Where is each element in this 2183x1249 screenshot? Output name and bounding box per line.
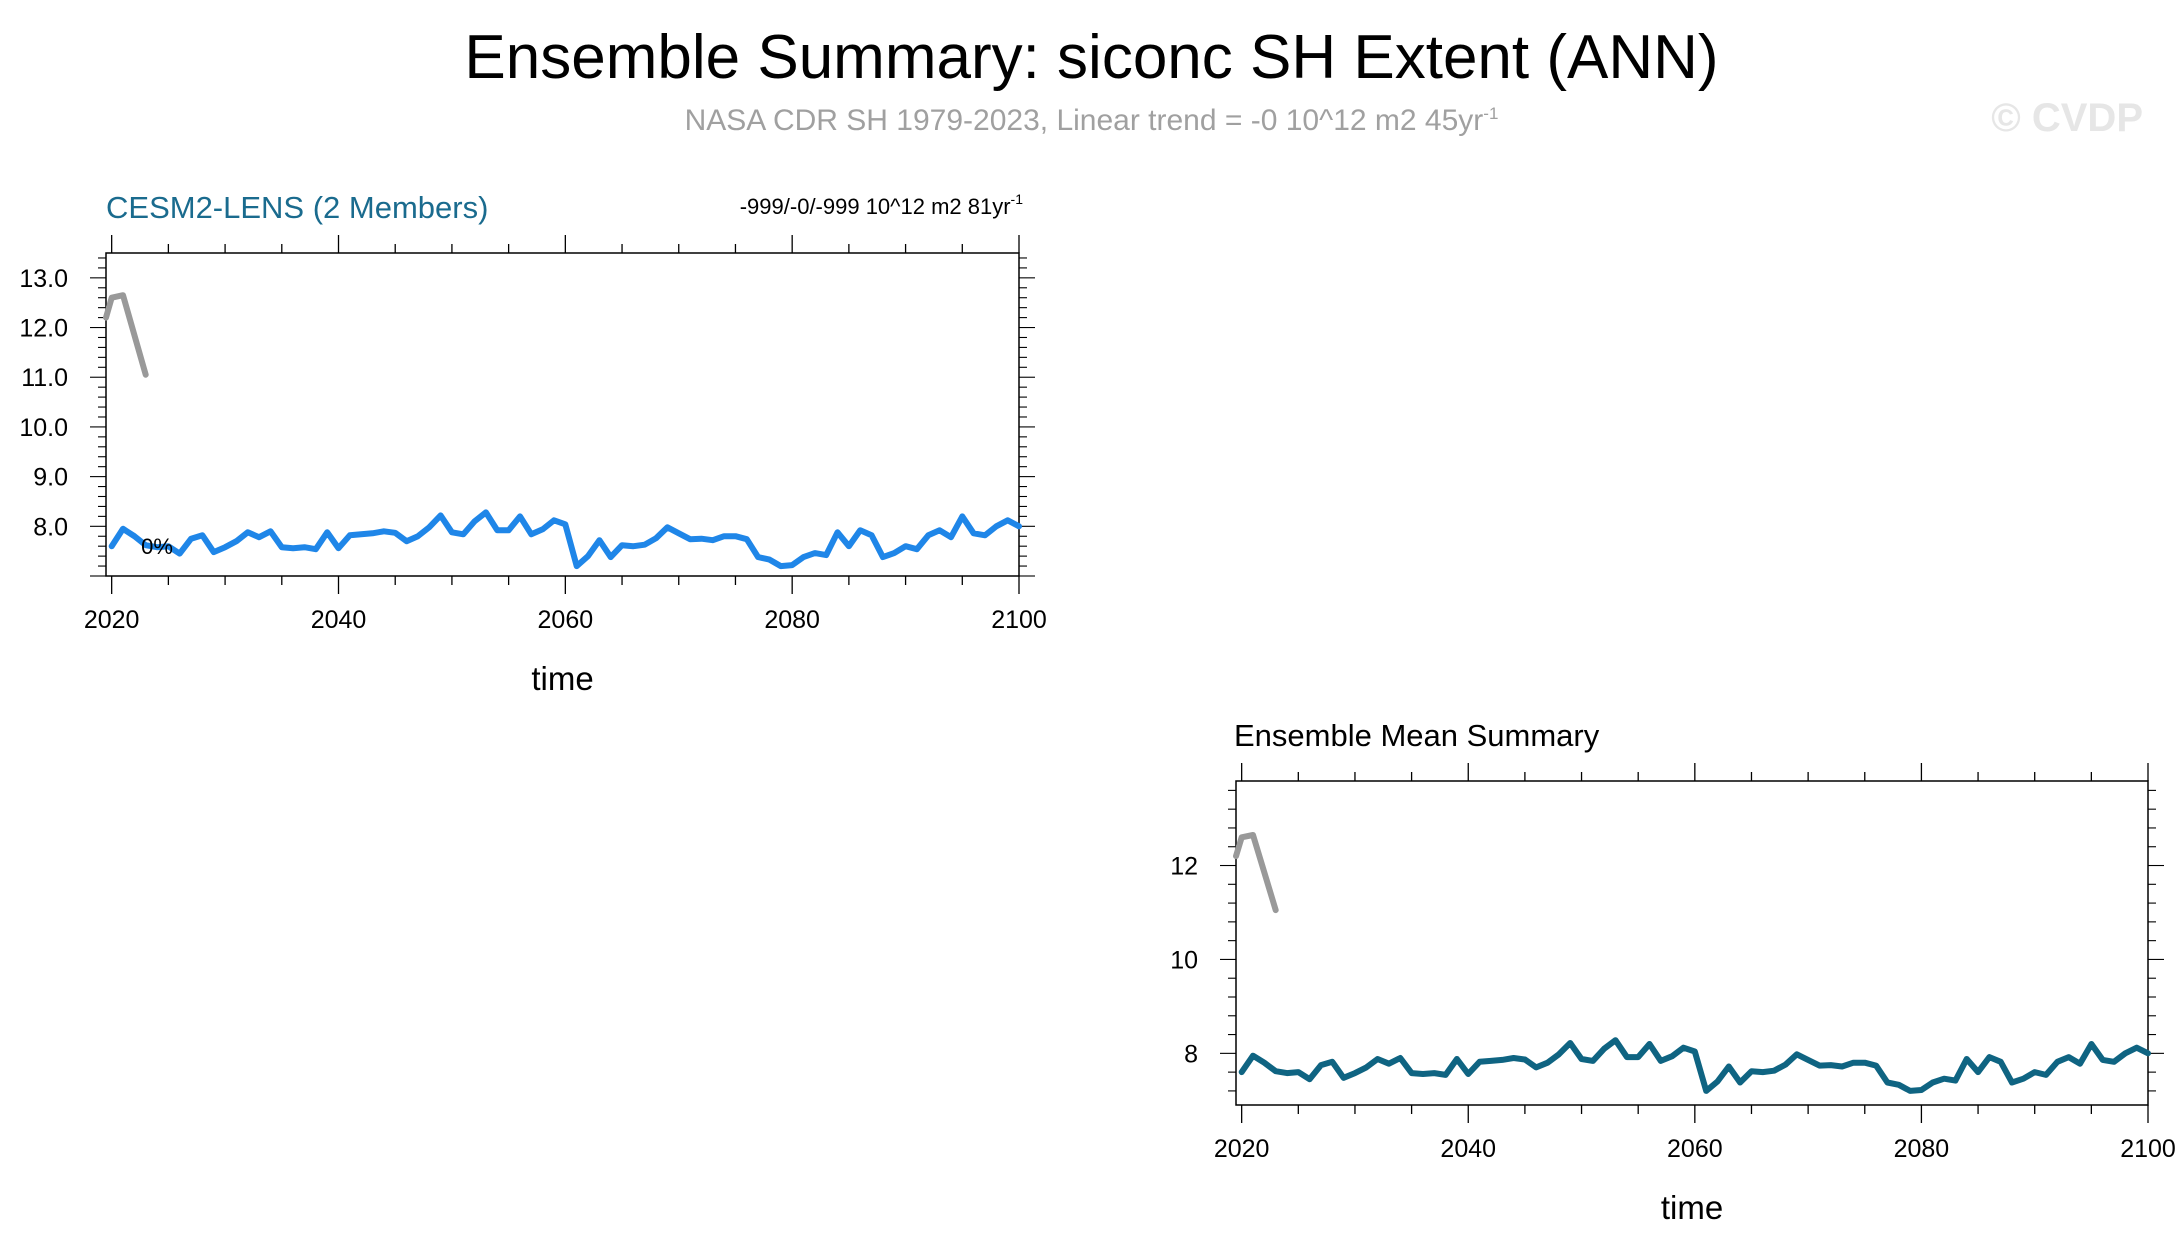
members-xtick-label: 2100: [991, 606, 1047, 634]
mean-panel-title: Ensemble Mean Summary: [1234, 718, 1600, 753]
members-xaxis-label: time: [531, 660, 593, 697]
members-xtick-label: 2040: [311, 606, 367, 634]
members-xtick-label: 2060: [538, 606, 594, 634]
subtitle-text: NASA CDR SH 1979-2023, Linear trend = -0…: [684, 104, 1484, 137]
mean-ytick-label: 8: [1184, 1040, 1198, 1068]
members-ytick-label: 11.0: [21, 364, 68, 392]
members-ytick-label: 9.0: [33, 464, 68, 492]
mean-ytick-label: 12: [1170, 853, 1198, 881]
members-ytick-label: 12.0: [19, 315, 68, 343]
cvdp-watermark: © CVDP: [1991, 96, 2143, 140]
figure-title: Ensemble Summary: siconc SH Extent (ANN): [464, 23, 1719, 92]
mean-xaxis-label: time: [1661, 1189, 1723, 1226]
mean-xtick-label: 2080: [1894, 1135, 1950, 1163]
members-chart: CESM2-LENS (2 Members) -999/-0/-999 10^12…: [19, 190, 1046, 697]
mean-xtick-label: 2100: [2120, 1135, 2176, 1163]
members-ytick-label: 10.0: [19, 414, 68, 442]
members-xtick-label: 2020: [84, 606, 140, 634]
members-series-observed: [103, 292, 149, 378]
mean-series-observed: [1233, 832, 1279, 914]
mean-xtick-label: 2060: [1667, 1135, 1723, 1163]
mean-chart: Ensemble Mean Summary 2020 2040 2060 2080 210…: [1170, 718, 2176, 1226]
mean-xtick-label: 2040: [1440, 1135, 1496, 1163]
subtitle-sup: -1: [1483, 104, 1499, 123]
members-xtick-label: 2080: [764, 606, 820, 634]
figure-subtitle: NASA CDR SH 1979-2023, Linear trend = -0…: [0, 104, 2183, 138]
mean-plot-frame: [1235, 780, 2149, 1106]
trend-label-text: -999/-0/-999 10^12 m2 81yr: [740, 194, 1011, 219]
mean-series-ensemble_mean: [1238, 1037, 2151, 1094]
members-percent-annotation: 0%: [141, 534, 173, 559]
members-panel-title: CESM2-LENS (2 Members): [106, 190, 488, 225]
trend-label-sup: -1: [1011, 191, 1024, 207]
members-trend-label: -999/-0/-999 10^12 m2 81yr-1: [740, 191, 1023, 219]
mean-ytick-label: 10: [1170, 946, 1198, 974]
mean-xtick-label: 2020: [1214, 1135, 1270, 1163]
members-ytick-label: 8.0: [33, 513, 68, 541]
members-series-ensemble: [108, 509, 1022, 570]
members-ytick-label: 13.0: [19, 265, 68, 293]
members-plot-frame: [105, 252, 1020, 577]
